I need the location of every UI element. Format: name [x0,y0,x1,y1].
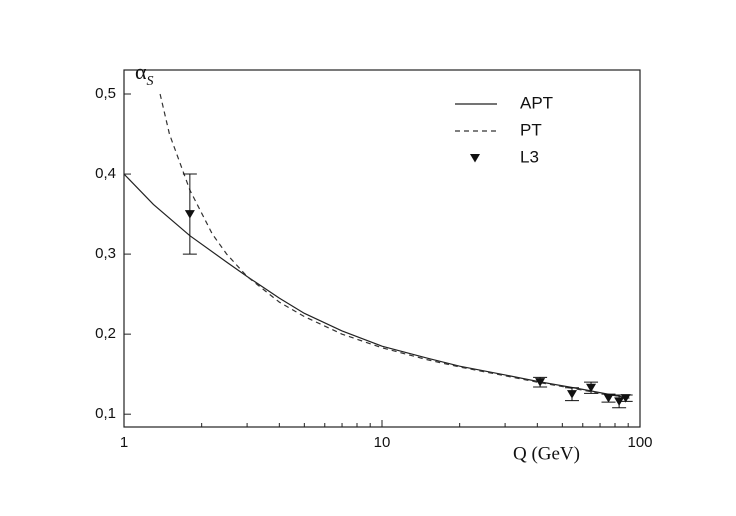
y-tick-label: 0,4 [95,165,116,182]
data-point [184,210,195,219]
data-point [603,394,614,403]
x-tick-label: 1 [120,434,128,451]
plot-frame [123,69,641,428]
data-point [620,394,631,403]
y-tick-label: 0,3 [95,245,116,262]
x-axis-label: Q (GeV) [513,443,580,464]
data-point [535,378,546,387]
y-tick-label: 0,1 [95,405,116,422]
y-label-symbol: α [135,59,147,84]
series-line [123,173,630,399]
legend-label: L3 [520,147,539,166]
y-tick-label: 0,5 [95,85,116,102]
y-axis-label: αS [135,59,154,89]
series-line [159,93,630,399]
y-label-subscript: S [147,74,154,89]
x-tick-label: 10 [374,434,391,451]
y-tick-label: 0,2 [95,325,116,342]
x-tick-label: 100 [627,434,652,451]
data-point [566,390,577,399]
legend-marker [470,154,480,163]
legend-label: PT [520,120,542,139]
legend-label: APT [520,93,553,112]
data-point [586,383,597,393]
